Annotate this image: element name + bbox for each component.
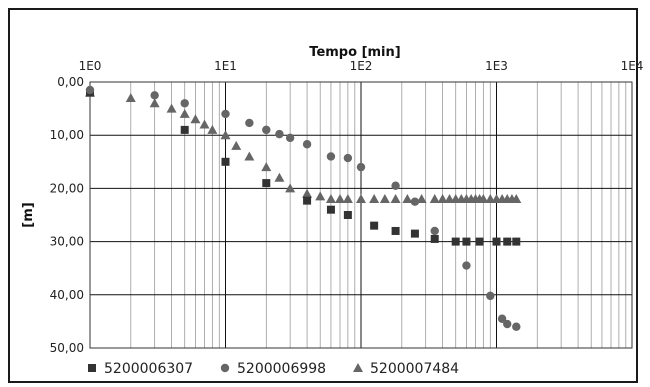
- x-axis-title: Tempo [min]: [309, 45, 400, 60]
- y-axis-title: [m]: [21, 202, 36, 227]
- legend-label: 5200007484: [370, 361, 459, 377]
- data-point-circle: [262, 125, 271, 135]
- data-point-circle: [275, 129, 284, 139]
- data-point-triangle: [231, 140, 242, 150]
- x-tick-label: 1E1: [214, 59, 237, 73]
- data-point-circle: [245, 118, 254, 128]
- data-point-triangle: [244, 151, 255, 161]
- data-point-triangle: [402, 194, 413, 204]
- data-point-triangle: [429, 194, 440, 204]
- data-point-circle: [497, 314, 507, 323]
- data-point-circle: [512, 322, 521, 331]
- data-point-triangle: [478, 194, 489, 204]
- y-tick-label: 50,00: [50, 341, 84, 355]
- legend-marker-triangle: [353, 363, 363, 372]
- y-tick-label: 20,00: [50, 181, 84, 195]
- x-tick-label: 1E2: [350, 59, 373, 73]
- data-point-square: [326, 205, 335, 214]
- legend-marker-square: [88, 364, 96, 372]
- data-point-square: [391, 226, 400, 235]
- data-point-triangle: [390, 194, 401, 204]
- legend-label: 5200006998: [237, 361, 326, 377]
- data-point-triangle: [166, 103, 177, 113]
- data-point-triangle: [511, 194, 522, 204]
- data-point-square: [503, 237, 512, 246]
- y-tick-label: 30,00: [50, 235, 84, 249]
- y-tick-label: 40,00: [50, 288, 84, 302]
- x-tick-label: 1E0: [79, 59, 102, 73]
- data-point-square: [475, 237, 484, 246]
- data-point-square: [410, 229, 419, 238]
- data-point-circle: [221, 109, 230, 119]
- data-point-circle: [285, 133, 295, 143]
- data-point-circle: [356, 162, 366, 172]
- data-point-triangle: [199, 119, 210, 129]
- data-point-square: [492, 237, 501, 246]
- x-tick-label: 1E3: [485, 59, 508, 73]
- data-point-triangle: [207, 124, 218, 134]
- data-point-triangle: [302, 188, 313, 198]
- x-tick-label: 1E4: [621, 59, 644, 73]
- data-point-square: [262, 179, 271, 188]
- data-point-circle: [410, 197, 420, 206]
- data-point-circle: [343, 153, 353, 163]
- data-point-circle: [462, 261, 471, 270]
- data-point-triangle: [315, 191, 326, 201]
- data-point-circle: [180, 99, 189, 108]
- data-point-square: [343, 211, 352, 219]
- data-point-square: [221, 157, 230, 166]
- data-point-triangle: [335, 194, 346, 204]
- data-point-triangle: [356, 194, 366, 204]
- data-point-square: [451, 237, 460, 246]
- legend-label: 5200006307: [104, 361, 193, 377]
- data-point-triangle: [416, 194, 427, 204]
- data-point-circle: [430, 226, 439, 236]
- data-point-circle: [391, 181, 400, 190]
- data-point-triangle: [379, 194, 390, 204]
- data-point-square: [370, 221, 379, 230]
- data-point-triangle: [325, 194, 336, 204]
- data-point-triangle: [125, 92, 136, 102]
- data-point-circle: [150, 91, 159, 100]
- data-point-square: [512, 237, 521, 246]
- data-point-triangle: [149, 98, 160, 108]
- data-point-circle: [302, 140, 312, 149]
- y-tick-label: 0,00: [57, 75, 84, 89]
- data-point-circle: [503, 319, 512, 329]
- data-point-triangle: [220, 130, 231, 140]
- data-point-circle: [326, 152, 336, 161]
- y-tick-label: 10,00: [50, 128, 84, 142]
- data-point-triangle: [342, 194, 353, 204]
- data-point-triangle: [179, 108, 190, 118]
- data-point-triangle: [369, 194, 380, 204]
- plot-border: [89, 81, 633, 349]
- legend-marker-circle: [220, 363, 230, 373]
- data-point-square: [180, 125, 189, 134]
- data-point-triangle: [261, 162, 272, 172]
- data-point-triangle: [285, 183, 296, 193]
- data-point-triangle: [274, 172, 285, 182]
- data-point-triangle: [437, 194, 448, 204]
- data-point-triangle: [190, 114, 201, 124]
- data-point-circle: [486, 291, 495, 301]
- data-point-circle: [85, 85, 95, 95]
- data-point-square: [303, 196, 312, 205]
- data-point-square: [430, 234, 439, 243]
- data-point-square: [462, 237, 471, 246]
